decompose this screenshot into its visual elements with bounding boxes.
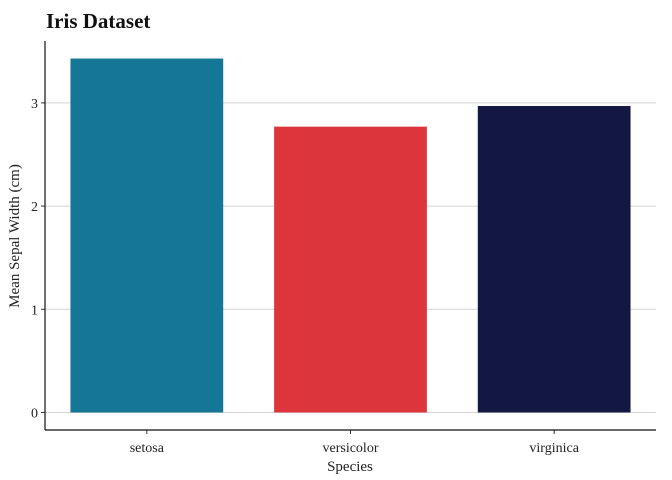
y-tick-label-1: 1 [31,303,38,318]
tick-labels: 0 1 2 3 setosa versicolor virginica [31,97,580,456]
bar-virginica [477,106,631,413]
x-tick-label-versicolor: versicolor [323,441,379,456]
x-axis-title: Species [327,459,373,475]
x-tick-label-setosa: setosa [130,441,165,456]
chart-title: Iris Dataset [46,9,150,33]
y-tick-label-2: 2 [31,200,38,215]
y-tick-label-3: 3 [31,97,38,112]
bars [70,58,631,413]
y-axis-title: Mean Sepal Width (cm) [7,164,23,308]
axes [41,41,656,434]
x-tick-label-virginica: virginica [529,441,579,456]
bar-versicolor [274,126,427,413]
bar-setosa [70,58,224,413]
y-tick-label-0: 0 [31,406,38,421]
